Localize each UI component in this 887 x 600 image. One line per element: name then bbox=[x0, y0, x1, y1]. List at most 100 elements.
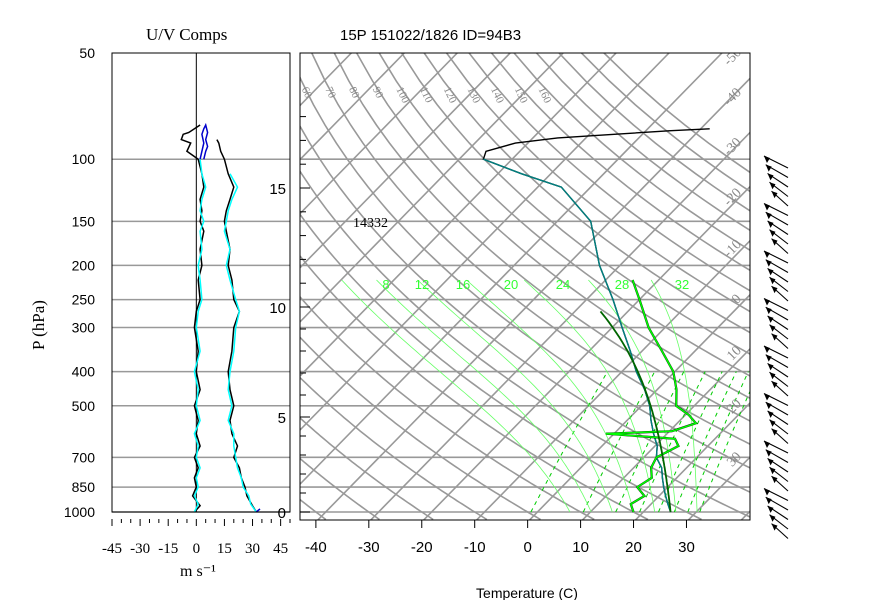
mixing-ratio-line bbox=[582, 371, 656, 513]
uv-x-axis-label: m s⁻¹ bbox=[180, 563, 216, 580]
skewt-panel: 40 50 60 70 80 90 100 110 120 130 140 150 160 8 12 16 2… bbox=[0, 45, 887, 600]
dry-adiabat-line bbox=[300, 75, 750, 469]
wind-barb-flag bbox=[771, 523, 778, 531]
temperature-tick-label: -10 bbox=[464, 539, 486, 556]
mixing-ratio-line bbox=[673, 371, 737, 513]
moist-adiabat-line bbox=[650, 279, 698, 513]
uv-x-tick-label: 0 bbox=[193, 541, 201, 557]
pressure-tick-label: 1000 bbox=[64, 504, 95, 520]
dry-adiabat-line bbox=[535, 53, 750, 232]
mixing-ratio-line bbox=[687, 371, 749, 513]
wind-barb-flag bbox=[765, 449, 772, 457]
wind-barb-flag bbox=[763, 298, 770, 306]
dry-adiabat-label: 60 bbox=[299, 85, 315, 100]
skewt-plot-frame bbox=[299, 52, 751, 521]
pressure-tick-label: 150 bbox=[72, 213, 96, 229]
dry-adiabat-line bbox=[300, 124, 750, 494]
pressure-tick-label: 850 bbox=[72, 479, 96, 495]
wind-barb-flag bbox=[763, 203, 770, 211]
temperature-tick-label: 10 bbox=[572, 539, 589, 556]
wind-barb-flag bbox=[765, 497, 772, 505]
wind-barb-flag bbox=[769, 182, 776, 190]
dry-adiabat-label: 140 bbox=[488, 85, 506, 105]
height-tick-label: 5 bbox=[278, 410, 286, 427]
wind-barb-flag bbox=[765, 307, 772, 315]
isotherm-line bbox=[300, 53, 617, 378]
chart-title: 15P 151022/1826 ID=94B3 bbox=[340, 27, 521, 44]
wind-barb-flag bbox=[769, 229, 776, 237]
parcel-curve bbox=[599, 310, 672, 513]
pressure-tick-labels: 50 100 150 200 250 300 400 500 700 850 1000 bbox=[64, 45, 95, 520]
isotherm-line bbox=[300, 53, 405, 161]
isobar-lines bbox=[300, 158, 750, 513]
isotherm-line bbox=[422, 185, 750, 520]
isotherm-line bbox=[300, 53, 670, 432]
isotherm-line bbox=[740, 510, 750, 520]
isotherm-line bbox=[475, 239, 750, 520]
wind-barb-flag bbox=[763, 393, 770, 401]
dry-adiabat-line bbox=[300, 212, 702, 520]
wind-barb-flag bbox=[771, 286, 778, 294]
mixing-ratio-label: 24 bbox=[556, 277, 570, 292]
dry-adiabat-line bbox=[300, 336, 541, 520]
isotherm-line bbox=[316, 77, 750, 520]
isotherm-line bbox=[0, 53, 298, 522]
dry-adiabat-line bbox=[300, 295, 595, 520]
wind-barb-flag bbox=[771, 238, 778, 246]
isotherm-line bbox=[0, 53, 140, 522]
dry-adiabat-line bbox=[300, 376, 488, 520]
dry-adiabat-line bbox=[468, 53, 750, 292]
temperature-tick-label: -40 bbox=[305, 539, 327, 556]
sounding-profile-lines bbox=[482, 128, 710, 513]
mixing-ratio-label: 20 bbox=[504, 277, 518, 292]
wind-barb-flag bbox=[763, 488, 770, 496]
temperature-axis-label: Temperature (C) bbox=[476, 585, 578, 600]
isotherm-edge-label: -50 bbox=[721, 45, 745, 69]
wind-barb-flag bbox=[763, 155, 770, 163]
dry-adiabat-line bbox=[490, 53, 750, 272]
temperature-tick-labels: -40 -30 -20 -10 0 10 20 30 bbox=[305, 520, 695, 556]
wind-barb-flag bbox=[765, 164, 772, 172]
isotherm-line bbox=[792, 53, 887, 522]
mixing-ratio-label: 12 bbox=[415, 277, 429, 292]
dry-adiabat-lines bbox=[300, 53, 750, 520]
uv-x-tick-label: 45 bbox=[273, 541, 288, 557]
uv-series-line bbox=[199, 122, 209, 160]
wind-barb-flag bbox=[767, 458, 774, 466]
dry-adiabat-line bbox=[300, 498, 327, 520]
wind-barb-flag bbox=[771, 476, 778, 484]
isotherm-line bbox=[300, 53, 352, 107]
dry-adiabat-label: 50 bbox=[275, 85, 291, 100]
height-annotation: 14332 bbox=[353, 216, 388, 231]
pressure-tick-label: 200 bbox=[72, 257, 96, 273]
uv-plot-frame bbox=[111, 52, 291, 513]
uv-components-panel: U/V Comps P (hPa) m s⁻¹ 5010015020025030… bbox=[29, 25, 291, 580]
moist-adiabat-line bbox=[341, 279, 571, 513]
wind-barb-flag bbox=[767, 173, 774, 181]
mixing-ratio-label: 32 bbox=[675, 277, 689, 292]
dry-adiabat-label: 70 bbox=[322, 85, 338, 100]
dry-adiabat-line bbox=[423, 53, 750, 334]
wind-barbs bbox=[763, 155, 789, 539]
dry-adiabat-labels: 40 50 60 70 80 90 100 110 120 130 140 150 160 bbox=[275, 85, 554, 105]
mixing-ratio-labels: 8 12 16 20 24 28 32 bbox=[382, 277, 689, 292]
moist-adiabat-line bbox=[466, 279, 634, 513]
isotherm-line bbox=[300, 53, 564, 323]
wind-barb-flag bbox=[767, 505, 774, 513]
wind-barb-flag bbox=[769, 372, 776, 380]
pressure-tick-label: 400 bbox=[72, 364, 96, 380]
dry-adiabat-line bbox=[603, 53, 750, 174]
moist-adiabat-line bbox=[417, 279, 613, 513]
height-tick-label: 10 bbox=[269, 300, 286, 317]
dry-adiabat-label: 110 bbox=[417, 85, 435, 105]
mixing-ratio-label: 28 bbox=[615, 277, 629, 292]
wind-barb-flag bbox=[763, 440, 770, 448]
dry-adiabat-line bbox=[300, 254, 649, 520]
isotherm-edge-label: -10 bbox=[721, 237, 745, 261]
dry-adiabat-line bbox=[445, 53, 750, 313]
wind-barb-flag bbox=[771, 428, 778, 436]
wind-barb-flag bbox=[767, 315, 774, 323]
isotherm-line bbox=[0, 53, 193, 522]
